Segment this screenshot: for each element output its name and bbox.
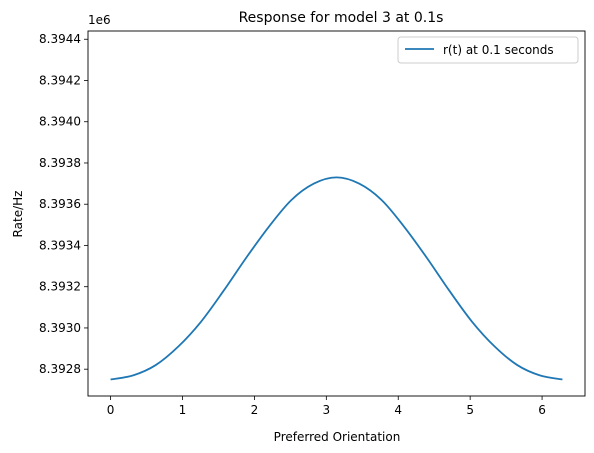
y-tick-label: 8.3942 [39, 73, 81, 87]
legend: r(t) at 0.1 seconds [397, 36, 579, 64]
legend-label: r(t) at 0.1 seconds [443, 43, 554, 57]
x-tick-label: 0 [107, 403, 115, 417]
y-tick-label: 8.3932 [39, 280, 81, 294]
y-offset-label: 1e6 [88, 13, 111, 27]
y-tick-label: 8.3940 [39, 115, 81, 129]
y-tick-label: 8.3928 [39, 362, 81, 376]
plot-frame [87, 30, 586, 397]
y-tick-label: 8.3936 [39, 197, 81, 211]
y-axis-label: Rate/Hz [11, 191, 25, 238]
x-tick-label: 1 [179, 403, 187, 417]
y-tick-label: 8.3930 [39, 321, 81, 335]
tick-layer: 0 1 2 3 4 5 6 8.3928 8.3930 8.3932 8.3934 8.3936 8.3… [39, 32, 546, 417]
x-axis-label: Preferred Orientation [274, 430, 401, 444]
y-tick-label: 8.3938 [39, 156, 81, 170]
series-line [110, 176, 563, 381]
x-tick-label: 4 [394, 403, 402, 417]
legend-box [397, 36, 579, 64]
x-tick-label: 3 [323, 403, 331, 417]
x-tick-label: 2 [251, 403, 259, 417]
chart-title: Response for model 3 at 0.1s [239, 10, 444, 26]
y-tick-label: 8.3944 [39, 32, 81, 46]
x-tick-label: 5 [466, 403, 474, 417]
x-tick-label: 6 [538, 403, 546, 417]
y-tick-label: 8.3934 [39, 238, 81, 252]
